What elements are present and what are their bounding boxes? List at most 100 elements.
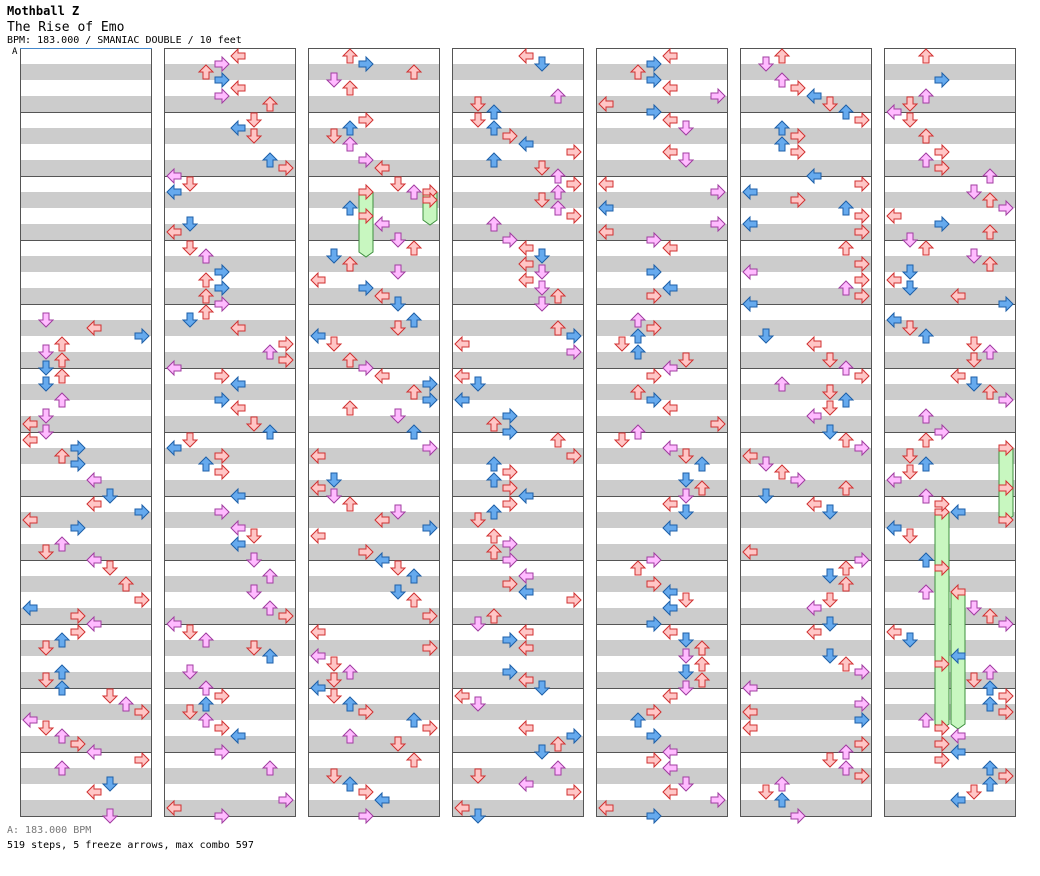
footer-bpm: A: 183.000 BPM: [7, 825, 92, 836]
beat-band: [884, 320, 1016, 336]
left-arrow-icon: [230, 119, 246, 137]
down-arrow-icon: [181, 704, 199, 720]
beat-band: [452, 560, 584, 576]
beat-band: [452, 48, 584, 64]
left-arrow-icon: [662, 519, 678, 537]
beat-band: [884, 384, 1016, 400]
right-arrow-icon: [934, 159, 950, 177]
beat-band: [884, 448, 1016, 464]
beat-band: [308, 768, 440, 784]
beat-band: [20, 288, 152, 304]
beat-band: [20, 608, 152, 624]
beat-band: [740, 720, 872, 736]
down-arrow-icon: [965, 248, 983, 264]
beat-band: [308, 256, 440, 272]
up-arrow-icon: [917, 88, 935, 104]
beat-band: [308, 704, 440, 720]
left-arrow-icon: [166, 183, 182, 201]
up-arrow-icon: [261, 96, 279, 112]
beat-band: [452, 192, 584, 208]
beat-band: [596, 272, 728, 288]
beat-band: [20, 160, 152, 176]
beat-band: [884, 368, 1016, 384]
beat-band: [452, 400, 584, 416]
up-arrow-icon: [981, 776, 999, 792]
down-arrow-icon: [37, 640, 55, 656]
right-arrow-icon: [934, 559, 950, 577]
beat-band: [164, 208, 296, 224]
left-arrow-icon: [518, 567, 534, 585]
beat-band: [20, 64, 152, 80]
up-arrow-icon: [197, 272, 215, 288]
beat-band: [884, 736, 1016, 752]
beat-band: [740, 144, 872, 160]
beat-band: [596, 496, 728, 512]
up-arrow-icon: [117, 576, 135, 592]
up-arrow-icon: [53, 448, 71, 464]
beat-band: [308, 752, 440, 768]
beat-band: [308, 736, 440, 752]
right-arrow-icon: [134, 327, 150, 345]
left-arrow-icon: [950, 727, 966, 745]
down-arrow-icon: [325, 672, 343, 688]
beat-band: [884, 256, 1016, 272]
right-arrow-icon: [278, 335, 294, 353]
beat-band: [884, 192, 1016, 208]
up-arrow-icon: [693, 672, 711, 688]
up-arrow-icon: [629, 64, 647, 80]
beat-band: [596, 656, 728, 672]
beat-band: [308, 64, 440, 80]
left-arrow-icon: [374, 287, 390, 305]
right-arrow-icon: [566, 175, 582, 193]
left-arrow-icon: [598, 175, 614, 193]
beat-band: [740, 480, 872, 496]
beat-band: [596, 384, 728, 400]
right-arrow-icon: [998, 511, 1014, 529]
beat-band: [20, 400, 152, 416]
right-arrow-icon: [646, 751, 662, 769]
left-arrow-icon: [598, 95, 614, 113]
beat-band: [20, 528, 152, 544]
beat-band: [308, 784, 440, 800]
beat-band: [884, 128, 1016, 144]
right-arrow-icon: [566, 783, 582, 801]
up-arrow-icon: [485, 216, 503, 232]
beat-band: [164, 128, 296, 144]
down-arrow-icon: [677, 680, 695, 696]
left-arrow-icon: [454, 391, 470, 409]
beat-band: [596, 672, 728, 688]
down-arrow-icon: [245, 112, 263, 128]
left-arrow-icon: [518, 623, 534, 641]
up-arrow-icon: [197, 248, 215, 264]
up-arrow-icon: [981, 344, 999, 360]
down-arrow-icon: [469, 696, 487, 712]
right-arrow-icon: [934, 751, 950, 769]
right-arrow-icon: [790, 191, 806, 209]
beat-band: [308, 608, 440, 624]
up-arrow-icon: [485, 544, 503, 560]
beat-band: [884, 624, 1016, 640]
up-arrow-icon: [53, 728, 71, 744]
beat-band: [308, 144, 440, 160]
up-arrow-icon: [197, 632, 215, 648]
up-arrow-icon: [549, 168, 567, 184]
up-arrow-icon: [629, 560, 647, 576]
down-arrow-icon: [677, 664, 695, 680]
left-arrow-icon: [230, 727, 246, 745]
down-arrow-icon: [325, 72, 343, 88]
beat-band: [308, 96, 440, 112]
right-arrow-icon: [854, 111, 870, 129]
left-arrow-icon: [310, 623, 326, 641]
beat-band: [740, 384, 872, 400]
beat-band: [452, 800, 584, 816]
beat-band: [308, 592, 440, 608]
beat-band: [164, 752, 296, 768]
up-arrow-icon: [341, 664, 359, 680]
beat-band: [308, 240, 440, 256]
beat-band: [596, 752, 728, 768]
beat-band: [884, 432, 1016, 448]
up-arrow-icon: [917, 712, 935, 728]
beat-band: [164, 160, 296, 176]
beat-band: [740, 656, 872, 672]
left-arrow-icon: [518, 487, 534, 505]
